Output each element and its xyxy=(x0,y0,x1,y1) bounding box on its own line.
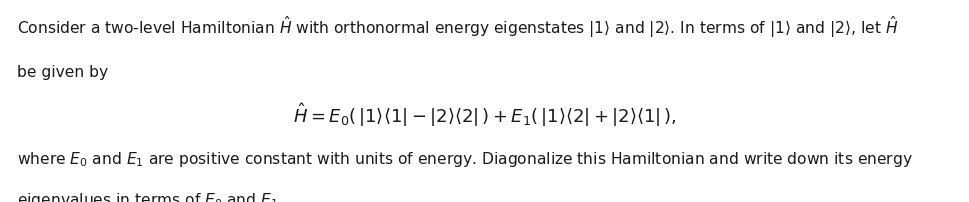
Text: $\hat{H} = E_0\left(\,|1\rangle\langle 1| - |2\rangle\langle 2|\,\right) + E_1\l: $\hat{H} = E_0\left(\,|1\rangle\langle 1… xyxy=(293,101,676,129)
Text: be given by: be given by xyxy=(17,65,109,80)
Text: Consider a two-level Hamiltonian $\hat{H}$ with orthonormal energy eigenstates $: Consider a two-level Hamiltonian $\hat{H… xyxy=(17,14,898,40)
Text: eigenvalues in terms of $E_0$ and $E_1$.: eigenvalues in terms of $E_0$ and $E_1$. xyxy=(17,190,283,202)
Text: where $E_0$ and $E_1$ are positive constant with units of energy. Diagonalize th: where $E_0$ and $E_1$ are positive const… xyxy=(17,149,913,168)
